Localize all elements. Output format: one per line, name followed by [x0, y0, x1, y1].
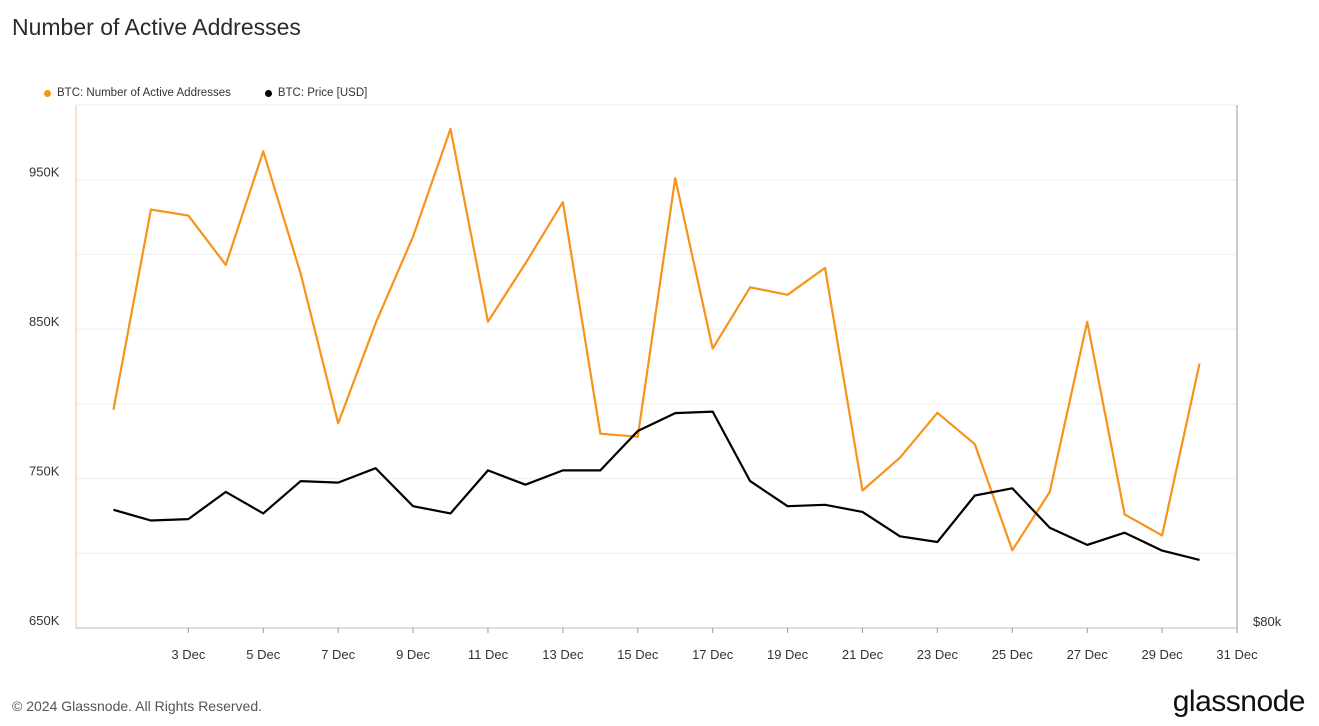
glassnode-logo: glassnode — [1172, 685, 1306, 718]
x-tick-label: 31 Dec — [1216, 647, 1258, 662]
x-tick-label: 9 Dec — [396, 647, 430, 662]
y-tick-label: 950K — [29, 165, 60, 180]
chart-title: Number of Active Addresses — [12, 14, 301, 40]
x-tick-label: 3 Dec — [171, 647, 205, 662]
legend-label-addresses: BTC: Number of Active Addresses — [57, 87, 231, 99]
legend-dot-price — [264, 89, 272, 97]
y-tick-label: 850K — [29, 314, 60, 329]
legend-item-addresses[interactable]: BTC: Number of Active Addresses — [44, 87, 231, 99]
legend-item-price[interactable]: BTC: Price [USD] — [264, 87, 368, 99]
y-right-tick-label: $80k — [1253, 614, 1282, 629]
series-line-price — [113, 410, 1200, 561]
legend-label-price: BTC: Price [USD] — [277, 87, 368, 99]
x-tick-label: 29 Dec — [1141, 647, 1183, 662]
legend-dot-addresses — [44, 89, 51, 97]
chart-legend: BTC: Number of Active Addresses BTC: Pri… — [44, 87, 367, 99]
x-tick-label: 25 Dec — [992, 647, 1034, 662]
x-tick-label: 27 Dec — [1067, 647, 1109, 662]
y-tick-label: 650K — [29, 613, 60, 628]
line-chart[interactable]: 650K 750K 850K 950K $80k 3 Dec 5 Dec 7 Dec 9 Dec… — [0, 0, 1319, 680]
copyright-text: © 2024 Glassnode. All Rights Reserved. — [12, 698, 263, 714]
x-tick-label: 23 Dec — [917, 647, 959, 662]
x-tick-label: 13 Dec — [542, 647, 584, 662]
x-tick-label: 7 Dec — [321, 647, 355, 662]
x-tick-label: 21 Dec — [842, 647, 884, 662]
x-tick-label: 5 Dec — [246, 647, 280, 662]
x-tick-label: 11 Dec — [468, 647, 509, 662]
series-line-active-addresses — [112, 127, 1201, 552]
x-tick-label: 19 Dec — [767, 647, 809, 662]
x-tick-label: 17 Dec — [692, 647, 734, 662]
y-tick-label: 750K — [29, 464, 60, 479]
x-tick-label: 15 Dec — [617, 647, 659, 662]
